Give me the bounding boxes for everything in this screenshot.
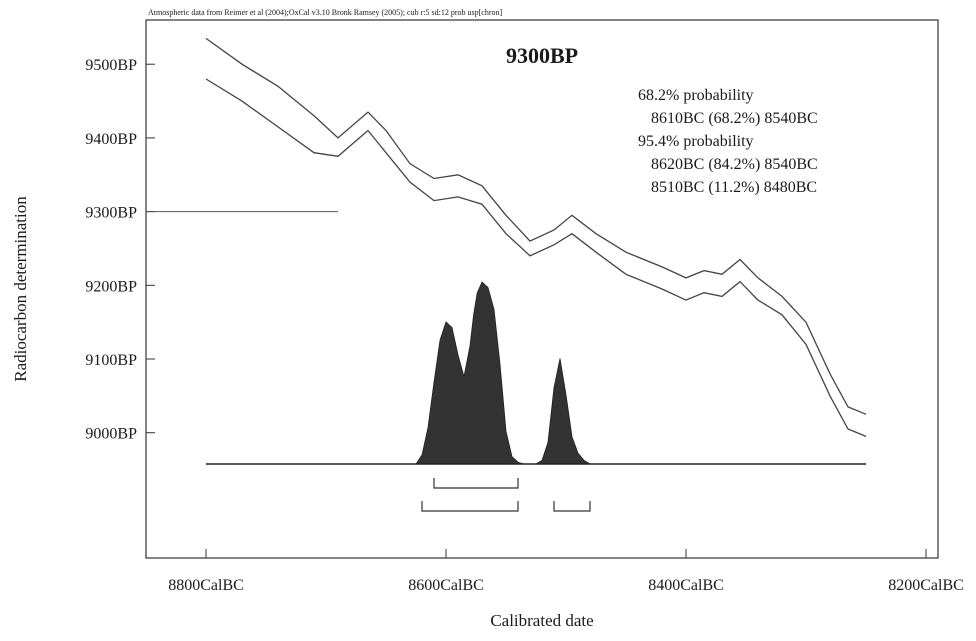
y-tick-label: 9500BP: [85, 57, 137, 74]
y-axis-label: Radiocarbon determination: [11, 196, 30, 382]
y-tick-label: 9000BP: [85, 426, 137, 443]
range-95-bracket: [421, 501, 519, 512]
calibration-curve-lower: [205, 78, 867, 438]
x-tick-label: 8400CalBC: [648, 577, 724, 594]
x-axis-label: Calibrated date: [490, 611, 593, 630]
range-68-bracket: [433, 478, 519, 489]
chart-credit: Atmospheric data from Reimer et al (2004…: [148, 8, 502, 17]
stat-line-5: 8510BC (11.2%) 8480BC: [651, 179, 817, 196]
stat-line-3: 95.4% probability: [638, 133, 754, 150]
x-axis-ticks: 8800CalBC 8600CalBC 8400CalBC 8200CalBC: [168, 549, 964, 594]
y-tick-label: 9300BP: [85, 205, 137, 222]
plot-frame: [145, 19, 939, 559]
probability-stats: 68.2% probability 8610BC (68.2%) 8540BC 95…: [638, 87, 818, 196]
y-axis-ticks: 9000BP 9100BP 9200BP 9300BP 9400BP 9500BP: [85, 57, 155, 443]
y-tick-label: 9200BP: [85, 278, 137, 295]
range-95-bracket: [553, 501, 591, 512]
x-tick-label: 8800CalBC: [168, 577, 244, 594]
stat-line-1: 68.2% probability: [638, 87, 754, 104]
x-tick-label: 8600CalBC: [408, 577, 484, 594]
y-tick-label: 9400BP: [85, 131, 137, 148]
calibration-curve-upper: [205, 37, 867, 415]
y-tick-label: 9100BP: [85, 352, 137, 369]
x-tick-label: 8200CalBC: [888, 577, 964, 594]
stat-line-4: 8620BC (84.2%) 8540BC: [651, 156, 818, 173]
stat-line-2: 8610BC (68.2%) 8540BC: [651, 110, 818, 127]
range-brackets: [421, 478, 591, 512]
chart-title: 9300BP: [506, 43, 578, 68]
probability-distribution: [415, 281, 602, 465]
